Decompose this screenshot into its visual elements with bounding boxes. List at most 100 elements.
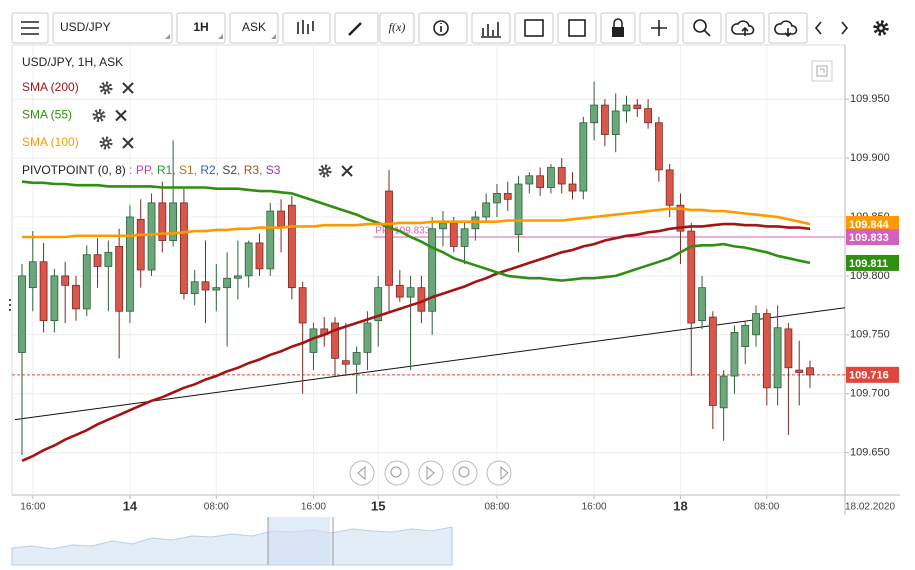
scroll-right-button[interactable] bbox=[486, 460, 512, 486]
zoom-button[interactable] bbox=[682, 12, 722, 44]
candle-body bbox=[331, 322, 339, 359]
candle-body bbox=[687, 230, 696, 324]
candle-body bbox=[287, 204, 296, 289]
zoom-out-button[interactable] bbox=[384, 460, 410, 486]
bars-icon bbox=[481, 22, 501, 38]
side-select[interactable] bbox=[229, 12, 279, 44]
nav-icons bbox=[357, 465, 509, 481]
candle-body bbox=[61, 275, 70, 286]
indicator-button[interactable] bbox=[379, 12, 415, 44]
chart-nav bbox=[349, 460, 512, 486]
settings-icon bbox=[879, 26, 883, 30]
info-button[interactable] bbox=[418, 12, 468, 44]
plot-area: PP: 109.833 bbox=[12, 45, 845, 495]
expand-icon bbox=[816, 65, 828, 77]
next-button[interactable] bbox=[841, 21, 849, 35]
pivot-legend-part: , bbox=[194, 163, 201, 177]
candle-body bbox=[741, 324, 750, 347]
download-icon bbox=[774, 20, 798, 38]
candle-body bbox=[482, 202, 491, 218]
candle-body bbox=[298, 287, 307, 324]
navigator-window[interactable] bbox=[268, 517, 330, 565]
candle-body bbox=[233, 275, 242, 279]
candle-body bbox=[795, 369, 804, 373]
candle-body bbox=[277, 210, 285, 227]
symbol-select[interactable] bbox=[52, 12, 173, 44]
prev-button[interactable] bbox=[814, 21, 822, 35]
candle-body bbox=[460, 228, 469, 247]
remove-icon[interactable] bbox=[122, 82, 134, 94]
candle-body bbox=[525, 175, 534, 185]
candle-body bbox=[50, 275, 59, 322]
candle-body bbox=[158, 202, 167, 241]
candle-body bbox=[28, 261, 37, 289]
settings-icon[interactable] bbox=[99, 81, 113, 95]
candle-body bbox=[633, 104, 642, 110]
candle-body bbox=[169, 202, 178, 241]
settings-icon[interactable] bbox=[99, 136, 113, 150]
expand-button[interactable] bbox=[811, 60, 833, 82]
candle-body bbox=[126, 216, 134, 312]
zoom-icon bbox=[703, 29, 711, 37]
candle-body bbox=[611, 110, 620, 135]
candle-body bbox=[374, 287, 383, 322]
candle-body bbox=[406, 287, 415, 298]
x-tick-label: 14 bbox=[123, 498, 138, 513]
calendar-icon bbox=[524, 19, 544, 37]
candle-body bbox=[18, 275, 26, 353]
chart-type-button[interactable] bbox=[282, 12, 331, 44]
legend-entry: SMA (200) bbox=[22, 80, 79, 94]
toolbar: USD/JPY 1H ASK f(x) bbox=[11, 12, 889, 44]
interval-select[interactable] bbox=[176, 12, 226, 44]
x-tick-label: 18 bbox=[673, 498, 687, 513]
upload-icon bbox=[731, 20, 755, 36]
zoom-in-button[interactable] bbox=[452, 460, 478, 486]
volume-button[interactable] bbox=[471, 12, 511, 44]
pivot-legend-part: , bbox=[150, 163, 157, 177]
candle-body bbox=[385, 190, 393, 286]
sma100-price: 109.844 bbox=[849, 219, 890, 231]
settings-icon[interactable] bbox=[92, 109, 106, 122]
x-tick-label: 16:00 bbox=[20, 502, 45, 513]
candle-body bbox=[676, 204, 685, 232]
candle-body bbox=[190, 281, 199, 294]
pivot-legend-part: R2 bbox=[200, 163, 216, 177]
remove-icon[interactable] bbox=[341, 165, 353, 177]
candle-body bbox=[104, 251, 113, 267]
x-tick-label: 15 bbox=[371, 498, 385, 513]
remove-icon[interactable] bbox=[122, 137, 134, 149]
x-tick-label: 08:00 bbox=[484, 502, 509, 513]
candle-body bbox=[147, 202, 156, 271]
candle-body bbox=[503, 193, 512, 200]
x-tick-label: 08:00 bbox=[754, 502, 779, 513]
crosshair-icon bbox=[651, 20, 667, 36]
interval: 1H bbox=[193, 20, 208, 34]
y-tick-label: 109.700 bbox=[850, 388, 890, 400]
settings-button[interactable] bbox=[873, 20, 889, 36]
candle-body bbox=[762, 313, 771, 389]
calendar-button[interactable] bbox=[514, 12, 554, 44]
candle-body bbox=[136, 218, 145, 271]
template-button[interactable] bbox=[557, 12, 597, 44]
y-tick-label: 109.750 bbox=[850, 329, 890, 341]
candle-body bbox=[557, 167, 566, 185]
remove-icon[interactable] bbox=[115, 109, 127, 122]
candle-body bbox=[39, 261, 48, 322]
lock-icon bbox=[613, 18, 623, 27]
settings-icon bbox=[104, 86, 108, 90]
menu-icon bbox=[21, 21, 39, 35]
layers: PP: 109.833109.650109.700109.750109.8001… bbox=[12, 45, 899, 513]
settings-icon[interactable] bbox=[318, 164, 332, 178]
zoom-icon bbox=[693, 19, 707, 33]
candle-body bbox=[428, 228, 437, 312]
candle-body bbox=[255, 242, 264, 270]
y-tick-label: 109.800 bbox=[850, 270, 890, 282]
candle-body bbox=[341, 360, 350, 365]
candle-body bbox=[82, 254, 91, 310]
reset-button[interactable] bbox=[418, 460, 444, 486]
scroll-left-button[interactable] bbox=[349, 460, 375, 486]
candle-body bbox=[395, 284, 404, 298]
candle-body bbox=[601, 104, 609, 135]
pivot-legend-part: S3 bbox=[266, 163, 281, 177]
